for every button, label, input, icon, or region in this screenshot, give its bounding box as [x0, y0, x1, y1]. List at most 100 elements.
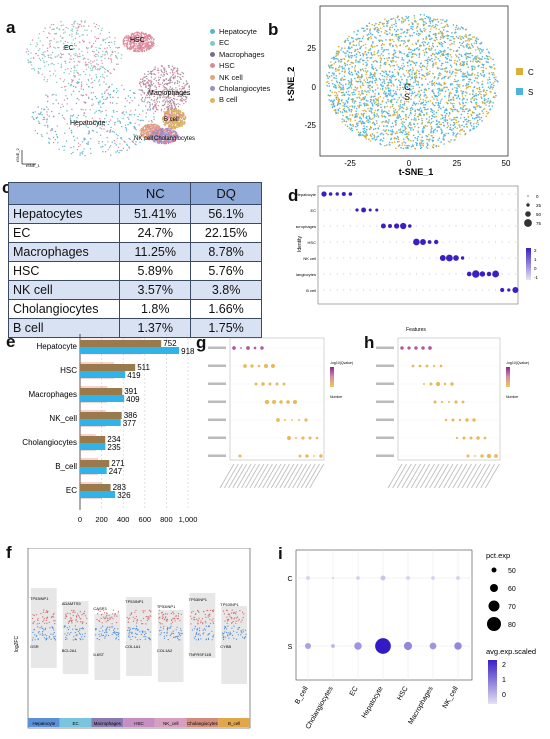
tsne-point [116, 57, 119, 60]
tsne-point [469, 34, 471, 36]
tsne-point [46, 132, 48, 134]
tsne-point [340, 86, 342, 89]
tsne-point [423, 41, 425, 43]
tsne-point [160, 110, 163, 112]
tsne-point [170, 88, 172, 91]
tsne-point [359, 134, 362, 136]
tsne-point [71, 30, 73, 32]
tsne-point [424, 21, 426, 23]
tsne-point [398, 35, 400, 38]
tsne-point [465, 101, 467, 104]
tsne-point [86, 142, 88, 145]
tsne-point [374, 139, 377, 141]
tsne-point [382, 78, 384, 81]
tsne-point [123, 88, 125, 91]
tsne-point [377, 127, 379, 129]
tsne-point [451, 42, 453, 45]
tsne-point [365, 77, 368, 79]
tsne-point [459, 130, 461, 132]
tsne-point [356, 81, 359, 83]
tsne-point [140, 40, 143, 42]
tsne-point [173, 120, 175, 122]
tsne-point [456, 109, 458, 111]
tsne-point [164, 102, 166, 104]
tsne-point [150, 94, 153, 96]
tsne-point [46, 79, 49, 81]
tsne-point [79, 23, 81, 25]
tsne-point [161, 91, 163, 94]
tsne-point [134, 37, 137, 39]
tsne-point [119, 143, 121, 145]
tsne-point [159, 96, 161, 98]
tsne-point [372, 96, 375, 98]
tsne-point [441, 131, 443, 133]
tsne-point [454, 126, 456, 128]
tsne-point [135, 144, 137, 146]
tsne-point [388, 143, 390, 146]
tsne-point [140, 132, 142, 135]
tsne-point [163, 74, 166, 76]
tsne-point [183, 117, 186, 119]
tsne-point [476, 81, 478, 83]
tsne-point [39, 48, 41, 50]
tsne-point [64, 68, 67, 71]
tsne-point [354, 86, 357, 89]
panel-b-plot: C S -25 0 25 50 25 0 -25 t-SNE_1 t-SNE_2… [286, 5, 534, 177]
tsne-point [172, 139, 174, 141]
tsne-point [368, 76, 370, 79]
tsne-point [32, 56, 35, 59]
tsne-point [169, 104, 171, 107]
tsne-point [91, 86, 94, 89]
tsne-point [332, 105, 334, 107]
tsne-point [413, 17, 416, 19]
tsne-point [382, 97, 385, 99]
tsne-point [174, 127, 176, 130]
tsne-point [366, 126, 368, 128]
tsne-point [47, 108, 49, 111]
tsne-point [392, 113, 394, 116]
tsne-point [406, 44, 409, 47]
tsne-point [80, 21, 83, 23]
tsne-point [147, 41, 149, 43]
tsne-point [104, 91, 106, 93]
tsne-point [56, 137, 59, 139]
tsne-point [161, 134, 163, 136]
tsne-point [447, 88, 450, 91]
tsne-point [405, 115, 407, 117]
tsne-point [335, 98, 338, 101]
tsne-point [139, 48, 142, 50]
tsne-point [365, 73, 367, 76]
tsne-point [170, 123, 172, 125]
tsne-point [377, 87, 379, 89]
tsne-point [99, 124, 102, 126]
tsne-point [170, 124, 173, 126]
tsne-point [430, 125, 433, 128]
tsne-point [350, 110, 352, 113]
tsne-point [109, 119, 112, 121]
tsne-point [39, 59, 42, 61]
tsne-point [123, 44, 126, 46]
tsne-point [103, 92, 106, 95]
tsne-point [173, 104, 176, 106]
tsne-point [148, 45, 150, 48]
tsne-point [93, 55, 96, 57]
tsne-point [482, 69, 485, 72]
tsne-point [62, 37, 64, 39]
tsne-point [126, 39, 128, 42]
tsne-point [167, 65, 170, 67]
tsne-point [56, 55, 58, 57]
tsne-point [158, 101, 161, 103]
tsne-point [410, 25, 412, 28]
tsne-point [170, 107, 172, 110]
tsne-point [466, 71, 469, 73]
tsne-point [373, 113, 376, 116]
tsne-point [454, 28, 457, 31]
tsne-point [155, 99, 158, 101]
tsne-point [384, 110, 387, 113]
tsne-point [379, 72, 382, 75]
tsne-point [132, 34, 135, 36]
tsne-point [478, 116, 480, 118]
tsne-point [372, 60, 375, 63]
tsne-point [147, 47, 149, 49]
tsne-point [458, 86, 461, 88]
